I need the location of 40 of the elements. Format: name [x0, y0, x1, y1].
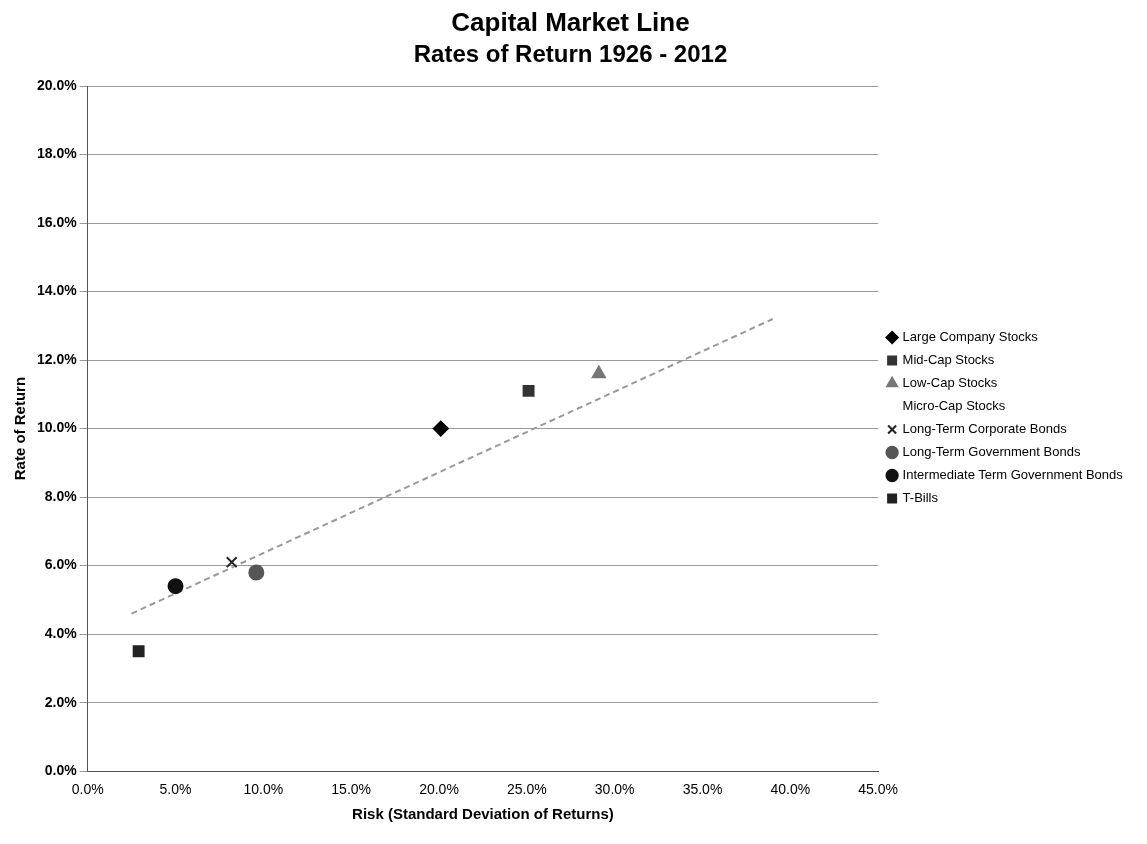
y-tick-label: 4.0% [44, 625, 78, 642]
y-tick-label: 6.0% [44, 556, 78, 573]
y-tick-label: 10.0% [36, 419, 78, 436]
point [248, 564, 265, 581]
legend-label: Large Company Stocks [902, 329, 1039, 345]
y-tick-label: 2.0% [44, 693, 78, 710]
y-tick-label: 8.0% [44, 487, 78, 504]
x-tick-label: 40.0% [770, 781, 811, 798]
legend-label: Long-Term Government Bonds [902, 444, 1081, 460]
x-tick-label: 20.0% [419, 781, 459, 798]
x-tick-label: 5.0% [159, 781, 192, 798]
x-tick-label: 45.0% [858, 781, 898, 798]
legend-label: Intermediate Term Government Bonds [902, 467, 1124, 483]
x-tick-label: 15.0% [331, 781, 372, 798]
x-tick-label: 0.0% [71, 781, 104, 798]
legend-label: Long-Term Corporate Bonds [902, 421, 1068, 437]
x-tick-label: 35.0% [682, 781, 723, 798]
x-axis-title: Risk (Standard Deviation of Returns) [352, 805, 614, 823]
point [522, 384, 535, 397]
chart-subtitle: Rates of Return 1926 - 2012 [413, 40, 728, 68]
point [225, 556, 238, 569]
y-tick-label: 16.0% [36, 213, 78, 230]
y-tick-label: 14.0% [36, 282, 78, 299]
y-tick-label: 0.0% [44, 762, 78, 779]
legend-label: T-Bills [902, 490, 939, 506]
point [167, 578, 184, 595]
y-tick-label: 18.0% [36, 145, 78, 162]
chart-title: Capital Market Line [451, 6, 690, 37]
y-axis-title: Rate of Return [11, 376, 29, 481]
y-tick-label: 12.0% [36, 350, 78, 367]
legend-label: Low-Cap Stocks [902, 375, 998, 391]
x-tick-label: 25.0% [506, 781, 547, 798]
x-tick-label: 10.0% [243, 781, 284, 798]
legend-label: Mid-Cap Stocks [902, 352, 995, 368]
y-tick-label: 20.0% [36, 76, 78, 93]
text: Micro-Cap Stocks [902, 398, 1006, 414]
point [132, 645, 145, 658]
point [591, 365, 606, 379]
x-tick-label: 30.0% [594, 781, 635, 798]
point [432, 420, 449, 437]
